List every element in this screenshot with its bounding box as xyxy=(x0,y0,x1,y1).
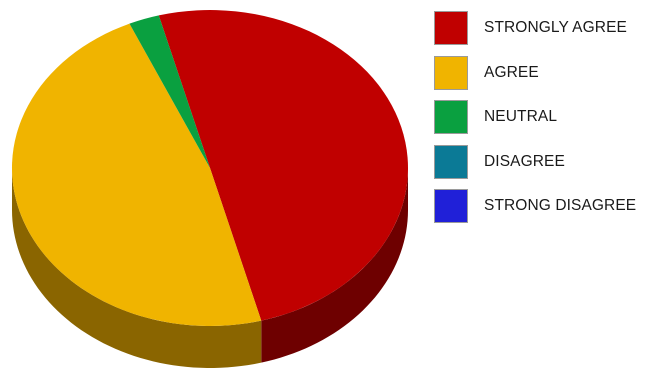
legend-swatch-agree xyxy=(434,55,468,90)
pie-slice-agree xyxy=(11,23,262,327)
legend-swatch-disagree xyxy=(434,144,468,179)
legend-item-strong-disagree: STRONG DISAGREE xyxy=(434,188,636,224)
legend-item-strongly-agree: STRONGLY AGREE xyxy=(434,10,636,46)
legend-swatch-strongly-agree xyxy=(434,11,468,45)
legend-label-strong-disagree: STRONG DISAGREE xyxy=(484,197,637,214)
legend-item-neutral: NEUTRAL xyxy=(434,99,636,135)
pie-slice-neutral xyxy=(129,15,210,168)
legend-label-neutral: NEUTRAL xyxy=(484,108,558,125)
legend-label-agree: AGREE xyxy=(484,63,539,81)
legend-label-disagree: DISAGREE xyxy=(484,152,565,170)
legend-item-agree: AGREE xyxy=(434,55,636,91)
pie-side-agree xyxy=(12,168,262,368)
pie-top-layer xyxy=(11,9,409,327)
legend: STRONGLY AGREE AGREE NEUTRAL DISAGREE ST… xyxy=(434,10,636,224)
pie-slice-strongly-agree xyxy=(158,9,409,321)
pie-side-strongly-agree xyxy=(261,168,408,363)
legend-swatch-strong-disagree xyxy=(434,189,468,223)
legend-label-strongly-agree: STRONGLY AGREE xyxy=(484,19,627,36)
legend-item-disagree: DISAGREE xyxy=(434,144,636,180)
legend-swatch-neutral xyxy=(434,100,468,134)
pie-side-layer xyxy=(12,168,408,368)
